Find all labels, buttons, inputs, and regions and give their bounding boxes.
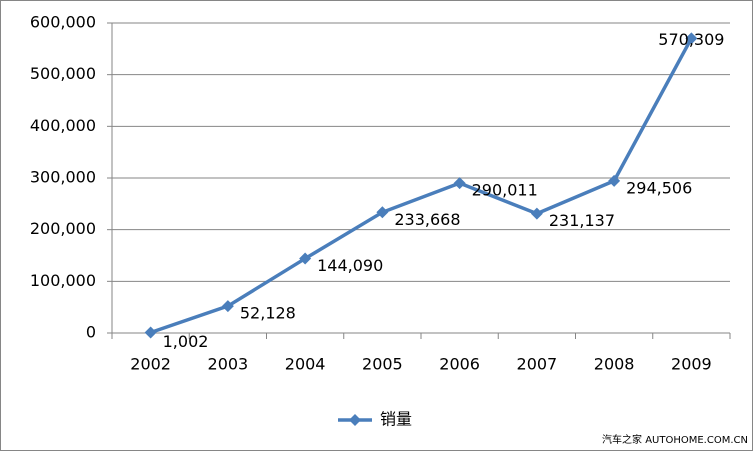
y-tick-label: 200,000 (30, 219, 96, 238)
x-tick-label: 2007 (517, 355, 558, 374)
marker (144, 326, 157, 339)
line (150, 37, 693, 335)
marker (299, 252, 312, 265)
marker (376, 206, 389, 219)
y-tick-label: 400,000 (30, 116, 96, 135)
value-label: 144,090 (317, 256, 383, 275)
legend-label: 销量 (380, 410, 412, 429)
value-label: 1,002 (163, 332, 209, 351)
value-label: 52,128 (240, 304, 296, 323)
x-tick-label: 2003 (208, 355, 249, 374)
marker (453, 177, 466, 190)
marker (530, 207, 543, 220)
value-label: 231,137 (549, 211, 615, 230)
x-tick-label: 2008 (594, 355, 635, 374)
y-tick-label: 100,000 (30, 271, 96, 290)
x-tick-label: 2005 (362, 355, 403, 374)
marker (608, 174, 621, 187)
y-tick-label: 300,000 (30, 168, 96, 187)
marker (221, 300, 234, 313)
y-tick-label: 0 (86, 323, 96, 342)
x-tick-label: 2002 (130, 355, 171, 374)
y-tick-label: 600,000 (30, 13, 96, 32)
x-tick-label: 2004 (285, 355, 326, 374)
value-label: 294,506 (626, 178, 692, 197)
x-tick-label: 2006 (439, 355, 480, 374)
y-tick-label: 500,000 (30, 64, 96, 83)
x-tick-label: 2009 (671, 355, 712, 374)
value-label: 233,668 (394, 210, 460, 229)
legend-marker (349, 414, 361, 426)
watermark: 汽车之家 AUTOHOME.COM.CN (602, 433, 748, 446)
value-label: 290,011 (472, 181, 538, 200)
marker (685, 32, 698, 45)
value-label: 570,309 (658, 30, 724, 49)
